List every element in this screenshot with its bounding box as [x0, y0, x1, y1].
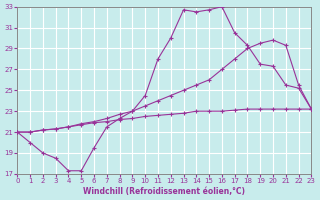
X-axis label: Windchill (Refroidissement éolien,°C): Windchill (Refroidissement éolien,°C) — [84, 187, 245, 196]
